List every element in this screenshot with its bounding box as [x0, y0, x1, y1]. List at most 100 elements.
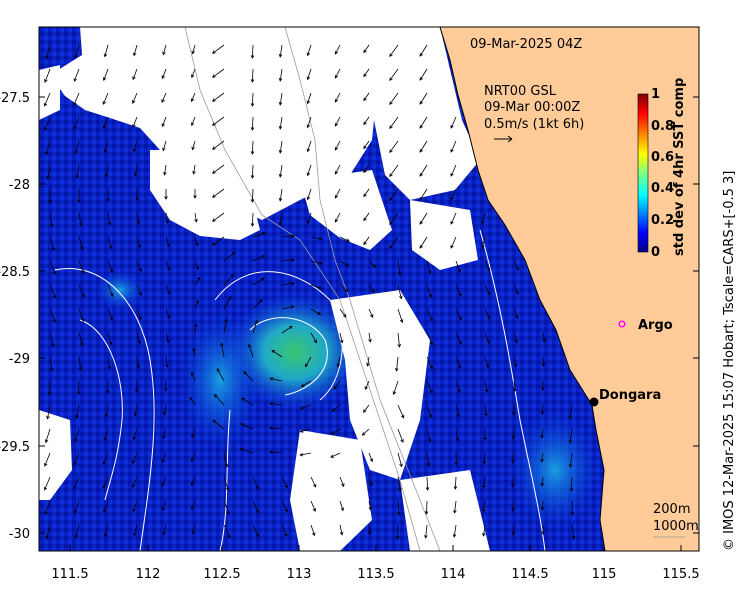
velocity-arrowhead	[103, 149, 108, 154]
velocity-arrowhead	[132, 100, 136, 104]
velocity-arrowhead	[340, 339, 344, 344]
velocity-arrowhead	[389, 53, 393, 57]
velocity-arrowhead	[571, 535, 576, 540]
velocity-arrowhead	[363, 193, 367, 198]
velocity-arrowhead	[426, 462, 431, 467]
velocity-arrowhead	[313, 339, 317, 344]
velocity-arrow	[362, 428, 370, 436]
velocity-arrow	[541, 428, 544, 438]
velocity-arrow	[44, 92, 51, 107]
velocity-arrowhead	[165, 363, 169, 368]
velocity-arrowhead	[240, 423, 245, 427]
velocity-arrow	[223, 524, 231, 538]
velocity-arrowhead	[278, 125, 283, 130]
velocity-arrow	[270, 378, 283, 382]
velocity-arrowhead	[191, 50, 195, 55]
x-tick-label: 113.5	[357, 567, 394, 582]
velocity-arrowhead	[313, 483, 317, 488]
y-tick-label: -28	[9, 178, 30, 193]
velocity-arrowhead	[419, 100, 423, 105]
velocity-arrowhead	[81, 318, 85, 322]
velocity-arrow	[44, 116, 51, 131]
velocity-arrow	[46, 524, 51, 539]
velocity-arrow	[107, 284, 114, 297]
velocity-arrow	[300, 452, 312, 456]
velocity-arrowhead	[342, 314, 347, 318]
velocity-arrow	[191, 428, 196, 438]
velocity-arrowhead	[330, 431, 335, 435]
velocity-arrow	[194, 300, 199, 310]
velocity-arrow	[163, 524, 167, 535]
velocity-arrow	[49, 332, 55, 347]
velocity-arrowhead	[214, 393, 218, 398]
velocity-arrow	[397, 428, 404, 443]
velocity-arrowhead	[291, 258, 295, 262]
velocity-arrowhead	[399, 319, 404, 324]
velocity-arrow	[455, 356, 461, 369]
velocity-arrowhead	[224, 318, 228, 323]
argo-label: Argo	[638, 318, 673, 333]
velocity-arrow	[107, 236, 112, 249]
velocity-arrow	[339, 236, 350, 242]
velocity-arrow	[541, 452, 544, 462]
velocity-arrowhead	[107, 221, 112, 226]
velocity-arrow	[212, 116, 225, 126]
velocity-arrowhead	[395, 536, 400, 540]
colorbar-tick: 0.4	[651, 181, 674, 196]
velocity-arrow	[310, 500, 316, 512]
velocity-arrowhead	[456, 413, 460, 418]
velocity-arrowhead	[392, 391, 397, 396]
velocity-arrow	[252, 164, 254, 179]
velocity-arrow	[450, 188, 457, 201]
velocity-arrow	[512, 500, 515, 511]
high-variability-patch	[225, 292, 365, 412]
velocity-arrow	[310, 284, 322, 289]
velocity-arrowhead	[269, 377, 274, 381]
velocity-arrowhead	[269, 450, 273, 455]
velocity-arrow	[136, 212, 140, 224]
velocity-arrow	[212, 92, 225, 102]
velocity-arrowhead	[450, 220, 454, 225]
colorbar-tick: 1	[651, 87, 660, 102]
velocity-arrow	[389, 236, 399, 249]
velocity-arrowhead	[161, 459, 165, 464]
velocity-arrowhead	[132, 76, 136, 81]
velocity-arrow	[363, 116, 370, 125]
velocity-arrow	[223, 500, 230, 515]
velocity-arrowhead	[306, 148, 311, 153]
velocity-arrow	[455, 332, 462, 345]
velocity-arrowhead	[52, 294, 57, 299]
velocity-arrow	[44, 500, 51, 515]
velocity-arrowhead	[427, 438, 432, 443]
velocity-arrow	[212, 44, 225, 54]
x-tick-label: 114	[441, 567, 466, 582]
velocity-arrow	[44, 452, 51, 467]
velocity-arrowhead	[369, 482, 373, 487]
velocity-arrow	[368, 500, 372, 510]
velocity-arrowhead	[513, 363, 518, 368]
velocity-arrow	[191, 476, 196, 486]
velocity-arrow	[279, 164, 283, 177]
velocity-arrowhead	[104, 173, 109, 178]
velocity-arrowhead	[52, 319, 56, 323]
velocity-arrow	[252, 232, 266, 238]
y-tick-label: -27.5	[0, 91, 30, 106]
velocity-arrow	[419, 68, 428, 81]
velocity-arrowhead	[370, 314, 374, 318]
velocity-arrow	[252, 140, 254, 155]
velocity-arrow	[78, 332, 83, 346]
velocity-arrow	[73, 116, 80, 130]
velocity-arrow	[192, 44, 196, 54]
velocity-arrowhead	[51, 247, 55, 252]
velocity-arrowhead	[458, 316, 462, 321]
velocity-arrowhead	[389, 101, 393, 105]
velocity-arrowhead	[195, 266, 200, 271]
velocity-arrow	[132, 92, 138, 104]
velocity-arrow	[161, 92, 167, 103]
velocity-arrowhead	[212, 218, 216, 222]
velocity-arrowhead	[334, 74, 339, 79]
velocity-arrow	[363, 188, 370, 197]
velocity-arrow	[512, 428, 515, 440]
y-tick-label: -30	[9, 527, 30, 542]
velocity-arrow	[397, 452, 403, 467]
